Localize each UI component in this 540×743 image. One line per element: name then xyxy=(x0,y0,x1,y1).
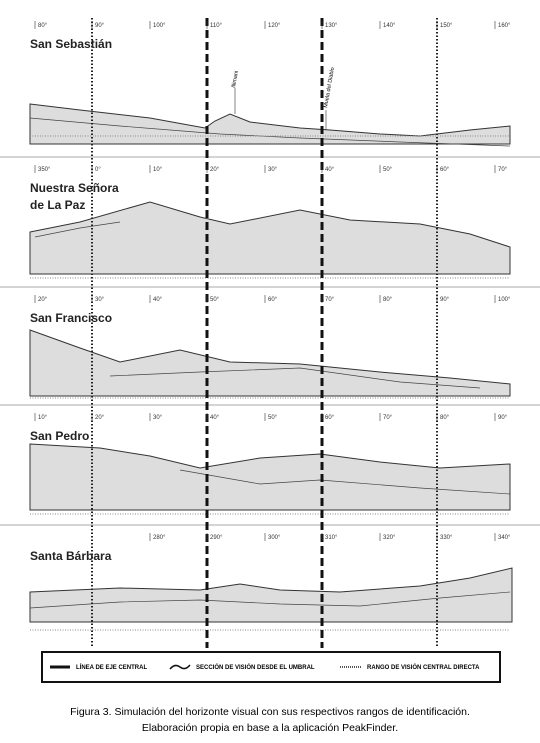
degree-label: 50° xyxy=(383,167,393,173)
degree-label: 90° xyxy=(498,415,508,421)
degree-label: 60° xyxy=(268,297,278,303)
degree-label: 40° xyxy=(210,415,220,421)
degree-label: 300° xyxy=(268,535,281,541)
degree-label: 40° xyxy=(325,167,335,173)
panel-5 xyxy=(29,567,513,631)
degree-label: 20° xyxy=(95,415,105,421)
ridge xyxy=(109,367,481,389)
degree-label: 150° xyxy=(440,23,453,29)
degree-label: 80° xyxy=(440,415,450,421)
panel-name: San Sebastián xyxy=(30,37,112,51)
degree-label: 40° xyxy=(153,297,163,303)
degree-label: 70° xyxy=(325,297,335,303)
degree-label: 10° xyxy=(153,167,163,173)
legend-label: SECCIÓN DE VISIÓN DESDE EL UMBRAL xyxy=(196,663,315,671)
degree-label: 30° xyxy=(153,415,163,421)
panel-name: San Francisco xyxy=(30,311,112,325)
degree-label: 110° xyxy=(210,23,223,29)
degree-label: 80° xyxy=(383,297,393,303)
degree-label: 90° xyxy=(95,23,105,29)
degree-label: 320° xyxy=(383,535,396,541)
degree-label: 50° xyxy=(210,297,220,303)
degree-label: 70° xyxy=(383,415,393,421)
panel-2 xyxy=(29,201,511,279)
degree-label: 10° xyxy=(38,415,48,421)
horizon xyxy=(29,103,511,145)
panel-name: Santa Bárbara xyxy=(30,549,112,563)
horizon xyxy=(29,443,511,511)
degree-label: 280° xyxy=(153,535,166,541)
degree-label: 100° xyxy=(153,23,166,29)
ridge xyxy=(34,221,121,238)
degree-label: 60° xyxy=(440,167,450,173)
caption: Figura 3. Simulación del horizonte visua… xyxy=(70,706,470,718)
degree-label: 310° xyxy=(325,535,338,541)
degree-label: 30° xyxy=(95,297,105,303)
degree-label: 140° xyxy=(383,23,396,29)
degree-label: 100° xyxy=(498,297,511,303)
degree-label: 130° xyxy=(325,23,338,29)
panel-1 xyxy=(29,88,511,147)
degree-label: 340° xyxy=(498,535,511,541)
degree-label: 350° xyxy=(38,167,51,173)
caption: Elaboración propia en base a la aplicaci… xyxy=(142,722,398,734)
degree-label: 60° xyxy=(325,415,335,421)
degree-label: 120° xyxy=(268,23,281,29)
degree-label: 330° xyxy=(440,535,453,541)
panel-3 xyxy=(29,329,511,399)
horizon xyxy=(29,567,513,623)
ridge xyxy=(179,469,511,495)
horizon xyxy=(29,201,511,275)
degree-label: 20° xyxy=(38,297,48,303)
degree-label: 0° xyxy=(95,167,101,173)
degree-label: 50° xyxy=(268,415,278,421)
legend-box xyxy=(41,651,501,683)
degree-label: 290° xyxy=(210,535,223,541)
panel-name: Nuestra Señora xyxy=(30,181,119,195)
panel-4 xyxy=(29,443,511,515)
ridge xyxy=(29,591,511,609)
degree-label: 160° xyxy=(498,23,511,29)
degree-label: 30° xyxy=(268,167,278,173)
degree-label: 20° xyxy=(210,167,220,173)
degree-label: 70° xyxy=(498,167,508,173)
peak-label: Illimani xyxy=(231,70,240,88)
panel-name: San Pedro xyxy=(30,429,89,443)
degree-label: 80° xyxy=(38,23,48,29)
degree-label: 90° xyxy=(440,297,450,303)
legend-label: RANGO DE VISIÓN CENTRAL DIRECTA xyxy=(367,663,480,671)
legend-label: LÍNEA DE EJE CENTRAL xyxy=(76,663,147,671)
panel-name: de La Paz xyxy=(30,198,85,212)
legend-symbol xyxy=(169,664,191,670)
horizon xyxy=(29,329,511,397)
